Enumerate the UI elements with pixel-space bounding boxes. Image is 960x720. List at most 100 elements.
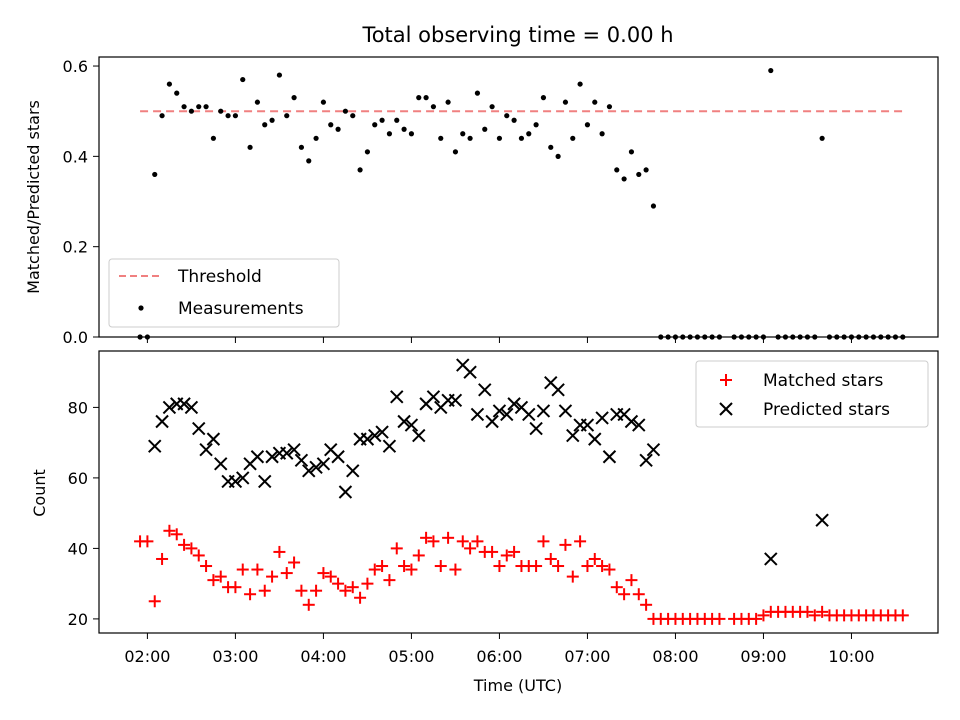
measurement-point <box>152 171 158 178</box>
measurement-point <box>372 122 378 128</box>
matched-star-point <box>332 577 345 590</box>
measurement-point <box>577 81 583 87</box>
matched-star-point <box>236 563 249 576</box>
legend-matched-label: Matched stars <box>763 371 883 391</box>
measurement-point <box>606 104 613 110</box>
matched-star-point <box>346 581 359 594</box>
matched-star-point <box>185 542 198 555</box>
measurement-point <box>225 113 231 119</box>
legend-box <box>108 258 340 328</box>
measurement-point <box>511 117 517 123</box>
measurement-point <box>335 126 341 132</box>
predicted-star-point <box>639 453 653 467</box>
x-tick-label: 07:00 <box>564 647 610 666</box>
predicted-star-point <box>595 411 609 425</box>
predicted-star-point <box>192 421 206 436</box>
predicted-star-point <box>463 365 477 379</box>
matched-star-point <box>405 563 418 576</box>
predicted-star-point <box>485 414 499 429</box>
matched-star-point <box>361 577 374 590</box>
matched-star-point <box>471 535 484 548</box>
measurement-point <box>489 104 495 110</box>
matched-star-point <box>713 612 726 625</box>
predicted-star-point <box>294 453 309 467</box>
predicted-star-point <box>764 552 778 566</box>
predicted-star-point <box>184 400 199 415</box>
y-axis-label-count: Count <box>30 469 49 517</box>
legend-matched-swatch <box>720 374 732 386</box>
predicted-star-point <box>346 464 360 478</box>
legend-ratio: Threshold Measurements <box>108 258 340 328</box>
measurement-point <box>768 67 774 74</box>
predicted-star-point <box>309 460 323 475</box>
matched-star-point <box>896 609 909 622</box>
measurement-point <box>555 153 561 159</box>
measurement-point <box>628 149 635 155</box>
measurement-point <box>423 95 429 101</box>
predicted-star-point <box>646 442 661 457</box>
matched-star-point <box>280 567 293 580</box>
matched-star-point <box>383 574 396 587</box>
measurement-point <box>218 108 224 114</box>
matched-star-point <box>574 535 587 548</box>
measurement-point <box>460 131 466 137</box>
matched-star-point <box>258 584 271 597</box>
predicted-star-point <box>478 383 492 397</box>
predicted-star-point <box>412 428 426 443</box>
measurement-point <box>496 135 503 141</box>
matched-star-point <box>500 549 513 562</box>
matched-star-point <box>434 560 447 573</box>
predicted-star-point <box>155 414 169 429</box>
predicted-star-point <box>338 485 353 499</box>
y-tick-label: 80 <box>68 398 88 417</box>
predicted-star-points <box>148 358 829 566</box>
predicted-star-point <box>507 397 521 411</box>
measurement-point <box>262 122 268 128</box>
predicted-star-point <box>536 404 551 418</box>
plot-frame-count <box>98 350 939 634</box>
predicted-star-point <box>529 421 543 436</box>
predicted-star-point <box>397 414 411 429</box>
measurement-point <box>430 104 437 110</box>
measurement-point <box>298 144 305 150</box>
legend-measurement-label: Measurements <box>178 299 304 319</box>
matched-star-point <box>295 584 308 597</box>
matched-star-point <box>618 588 631 601</box>
matched-star-point <box>508 545 521 558</box>
measurement-point <box>203 104 209 110</box>
matched-star-point <box>229 581 242 594</box>
matched-star-point <box>640 598 653 611</box>
matched-star-point <box>588 552 601 565</box>
x-axis-label: Time (UTC) <box>473 676 562 695</box>
x-ticks-ratio <box>146 337 852 343</box>
predicted-star-point <box>382 439 397 453</box>
matched-star-point <box>163 524 176 537</box>
predicted-star-point <box>375 425 389 439</box>
measurement-point <box>643 167 649 173</box>
predicted-star-point <box>265 450 279 464</box>
matched-star-point <box>339 584 352 597</box>
matched-star-points <box>134 524 909 625</box>
matched-star-point <box>816 605 829 618</box>
measurement-point <box>467 135 473 141</box>
measurement-point <box>599 131 605 137</box>
measurement-point <box>196 104 202 110</box>
measurement-point <box>504 113 510 119</box>
measurement-point <box>819 135 825 141</box>
matched-star-point <box>192 549 205 562</box>
y-tick-label: 0.2 <box>63 238 88 257</box>
predicted-star-point <box>228 474 243 489</box>
predicted-star-point <box>287 442 301 457</box>
measurement-point <box>306 158 312 164</box>
measurement-point <box>548 144 554 150</box>
count-panel: Count Time (UTC) 20 40 60 80 02:00 03:00 04:0… <box>30 350 939 695</box>
matched-star-point <box>310 584 323 597</box>
measurement-point <box>445 99 451 105</box>
predicted-star-point <box>500 407 514 422</box>
matched-star-point <box>148 595 161 608</box>
matched-star-point <box>324 570 337 583</box>
predicted-star-point <box>258 474 272 489</box>
measurement-point <box>240 76 246 83</box>
matched-star-point <box>493 560 506 573</box>
measurement-point <box>210 135 217 141</box>
